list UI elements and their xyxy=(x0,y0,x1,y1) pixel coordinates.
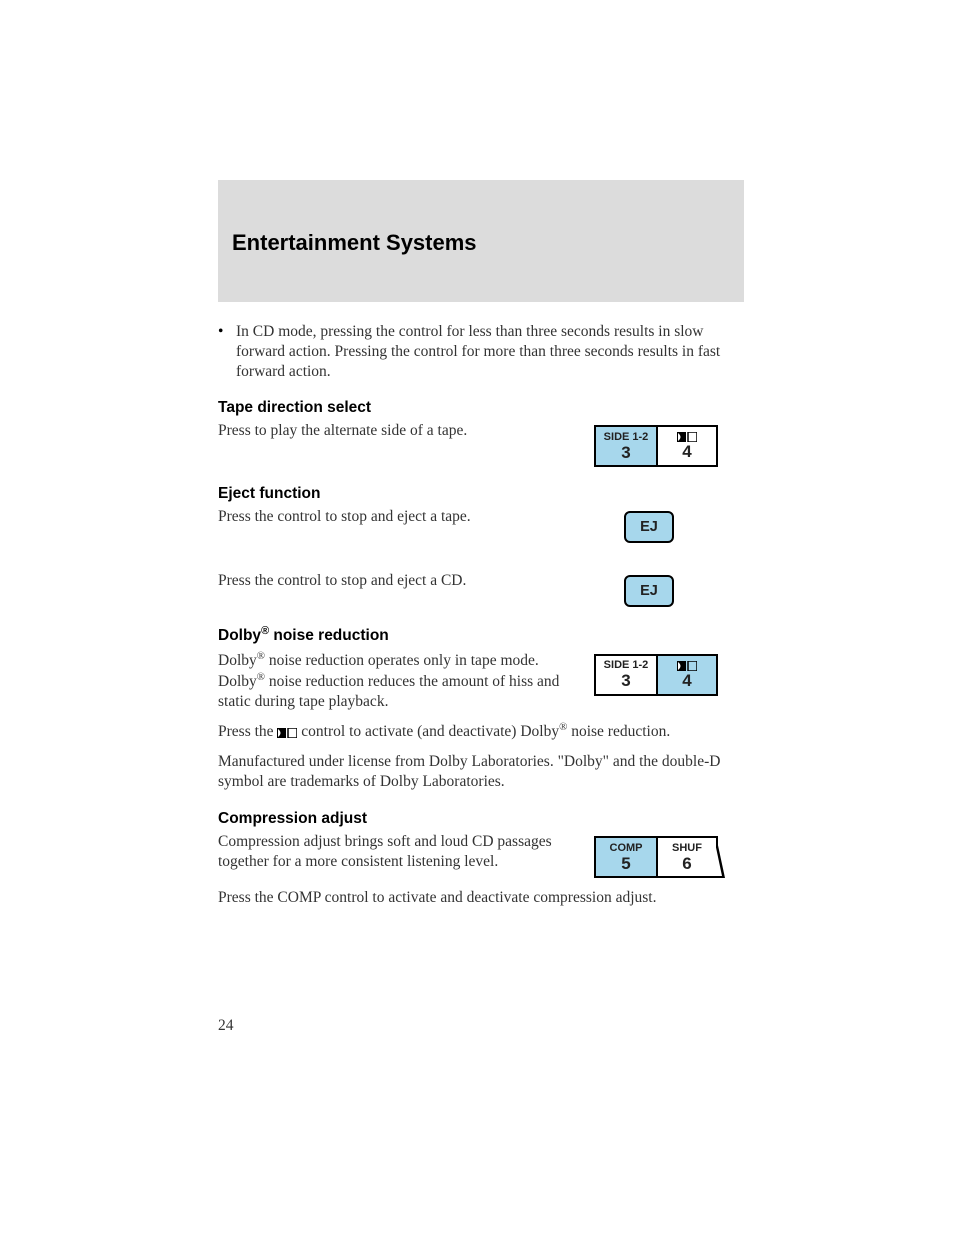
button-3-number: 3 xyxy=(621,444,630,461)
dolby-text-2: Press the control to activate (and deact… xyxy=(218,721,744,742)
dolby-icon-2 xyxy=(677,661,697,671)
eject-heading: Eject function xyxy=(218,485,744,503)
compression-text-1: Compression adjust brings soft and loud … xyxy=(218,832,594,872)
eject-button-cd: EJ xyxy=(624,575,674,607)
button-4-number-2: 4 xyxy=(682,672,691,689)
page-number: 24 xyxy=(218,1017,234,1035)
eject-button-tape: EJ xyxy=(624,511,674,543)
dolby-icon xyxy=(677,432,697,442)
compression-heading: Compression adjust xyxy=(218,810,744,828)
shuf-label: SHUF xyxy=(672,843,702,854)
side-1-2-label: SIDE 1-2 xyxy=(604,432,649,443)
comp-shuf-buttons: COMP 5 SHUF 6 xyxy=(594,836,718,878)
side-1-2-button-2: SIDE 1-2 3 xyxy=(596,656,656,694)
section-dolby: Dolby® noise reduction Dolby® noise redu… xyxy=(218,625,744,792)
side-1-2-label-2: SIDE 1-2 xyxy=(604,660,649,671)
compression-text-2: Press the COMP control to activate and d… xyxy=(218,888,744,908)
dolby-heading: Dolby® noise reduction xyxy=(218,625,744,645)
dolby-text-1: Dolby® noise reduction operates only in … xyxy=(218,650,594,712)
angled-edge-fill xyxy=(714,838,722,876)
tape-direction-text: Press to play the alternate side of a ta… xyxy=(218,421,594,441)
registered-icon: ® xyxy=(257,650,265,662)
page-title: Entertainment Systems xyxy=(232,192,730,256)
shuf-button: SHUF 6 xyxy=(656,838,716,876)
section-compression: Compression adjust Compression adjust br… xyxy=(218,810,744,908)
section-eject: Eject function Press the control to stop… xyxy=(218,485,744,607)
tape-direction-heading: Tape direction select xyxy=(218,399,744,417)
dolby-heading-suffix: noise reduction xyxy=(269,628,389,645)
manual-page: Entertainment Systems In CD mode, pressi… xyxy=(0,0,954,1235)
intro-bullet-text: In CD mode, pressing the control for les… xyxy=(236,322,744,381)
button-6-number: 6 xyxy=(682,855,691,872)
eject-cd-text: Press the control to stop and eject a CD… xyxy=(218,571,594,591)
registered-icon: ® xyxy=(257,671,265,683)
dolby-text-3: Manufactured under license from Dolby La… xyxy=(218,752,744,792)
dolby-heading-prefix: Dolby xyxy=(218,628,261,645)
bullet-icon xyxy=(218,322,236,381)
comp-label: COMP xyxy=(610,843,643,854)
dolby-button: 4 xyxy=(656,427,716,465)
side-dolby-buttons-2: SIDE 1-2 3 4 xyxy=(594,654,718,696)
button-5-number: 5 xyxy=(621,855,630,872)
dolby-button-2: 4 xyxy=(656,656,716,694)
header-bar: Entertainment Systems xyxy=(218,180,744,302)
intro-bullet: In CD mode, pressing the control for les… xyxy=(218,322,744,381)
eject-tape-text: Press the control to stop and eject a ta… xyxy=(218,507,594,527)
registered-icon: ® xyxy=(261,625,269,637)
side-1-2-button: SIDE 1-2 3 xyxy=(596,427,656,465)
side-dolby-buttons: SIDE 1-2 3 4 xyxy=(594,425,718,467)
button-3-number-2: 3 xyxy=(621,672,630,689)
dolby-dd-inline-icon xyxy=(277,728,297,738)
comp-button: COMP 5 xyxy=(596,838,656,876)
button-4-number: 4 xyxy=(682,443,691,460)
section-tape-direction: Tape direction select Press to play the … xyxy=(218,399,744,467)
